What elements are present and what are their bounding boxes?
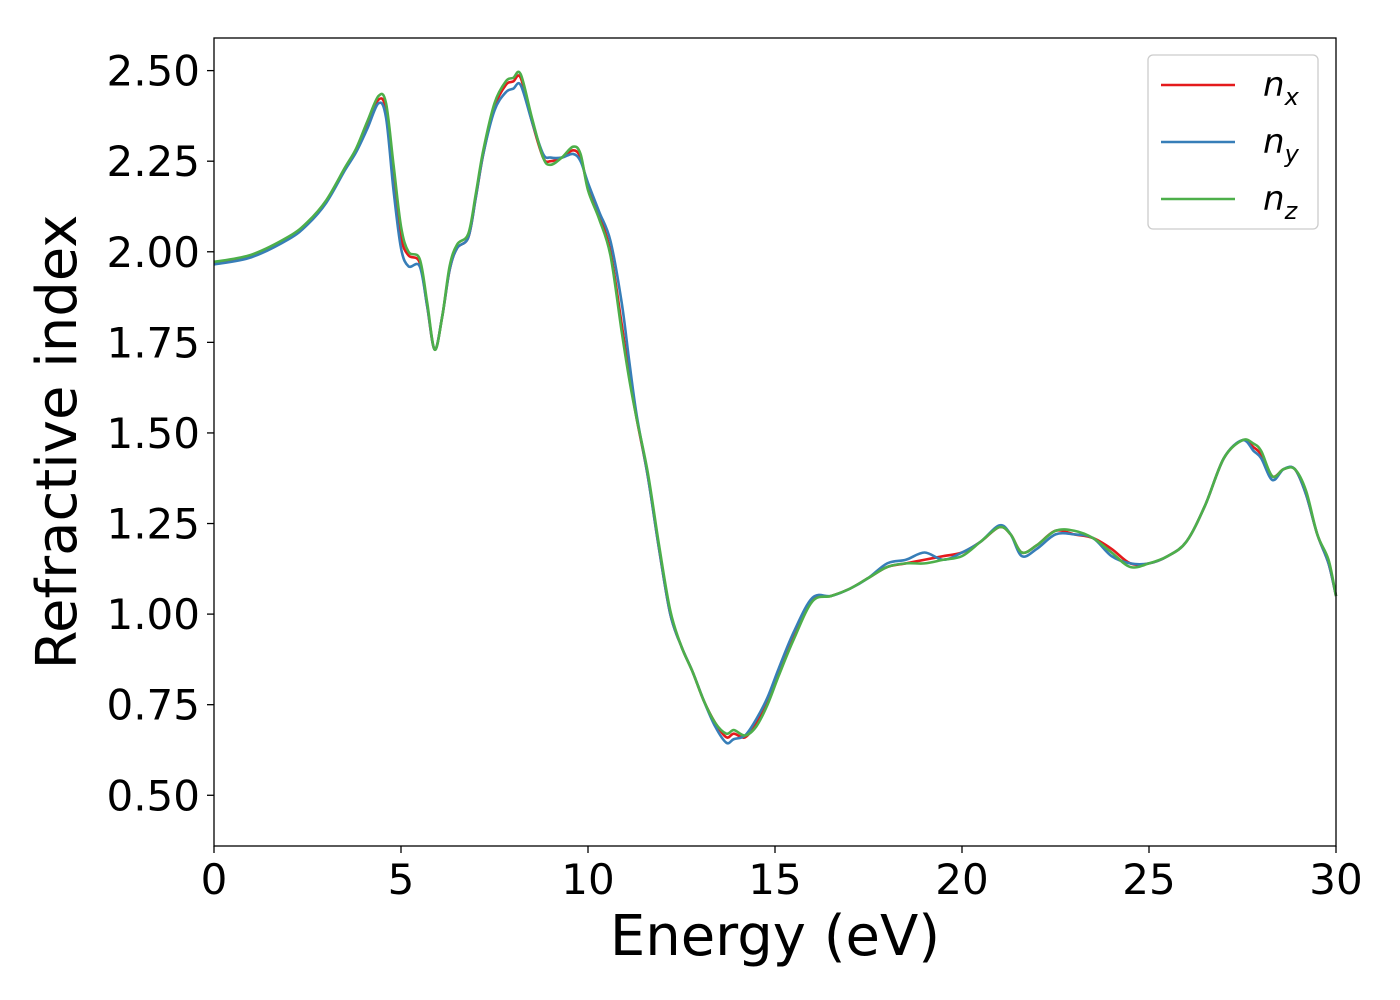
y-tick-label: 2.50 bbox=[106, 47, 200, 96]
legend-label-subscript: x bbox=[1284, 83, 1300, 111]
y-tick-label: 1.25 bbox=[106, 500, 200, 549]
legend-label-nx: nx bbox=[1263, 65, 1300, 111]
x-tick-label: 30 bbox=[1309, 855, 1362, 904]
y-tick-label: 1.50 bbox=[106, 409, 200, 458]
x-tick-label: 5 bbox=[388, 855, 415, 904]
y-tick-label: 1.75 bbox=[106, 318, 200, 367]
legend-label-base: n bbox=[1263, 122, 1285, 162]
x-tick-label: 10 bbox=[561, 855, 614, 904]
y-tick-label: 0.75 bbox=[106, 681, 200, 730]
legend-label-ny: ny bbox=[1263, 122, 1300, 168]
y-tick-label: 1.00 bbox=[106, 590, 200, 639]
x-tick-label: 15 bbox=[748, 855, 801, 904]
x-tick-label: 25 bbox=[1122, 855, 1175, 904]
x-axis-title: Energy (eV) bbox=[610, 904, 940, 969]
legend-label-base: n bbox=[1263, 179, 1285, 219]
series-layer bbox=[213, 70, 1338, 745]
legend-label-subscript: y bbox=[1284, 140, 1300, 168]
legend-label-subscript: z bbox=[1284, 197, 1299, 225]
series-line-nz bbox=[213, 70, 1338, 737]
x-tick-label: 20 bbox=[935, 855, 988, 904]
y-tick-label: 2.00 bbox=[106, 228, 200, 277]
y-tick-label: 2.25 bbox=[106, 137, 200, 186]
y-tick-label: 0.50 bbox=[106, 771, 200, 820]
legend-label-nz: nz bbox=[1263, 179, 1299, 225]
y-axis-ticks: 0.50 0.75 1.00 1.25 1.50 1.75 2.00 2.25 2.50 bbox=[106, 47, 214, 820]
x-axis-ticks: 0 5 10 15 20 25 30 bbox=[201, 846, 1363, 904]
x-tick-label: 0 bbox=[201, 855, 228, 904]
y-axis-title: Refractive index bbox=[25, 215, 90, 670]
legend-label-base: n bbox=[1263, 65, 1285, 105]
